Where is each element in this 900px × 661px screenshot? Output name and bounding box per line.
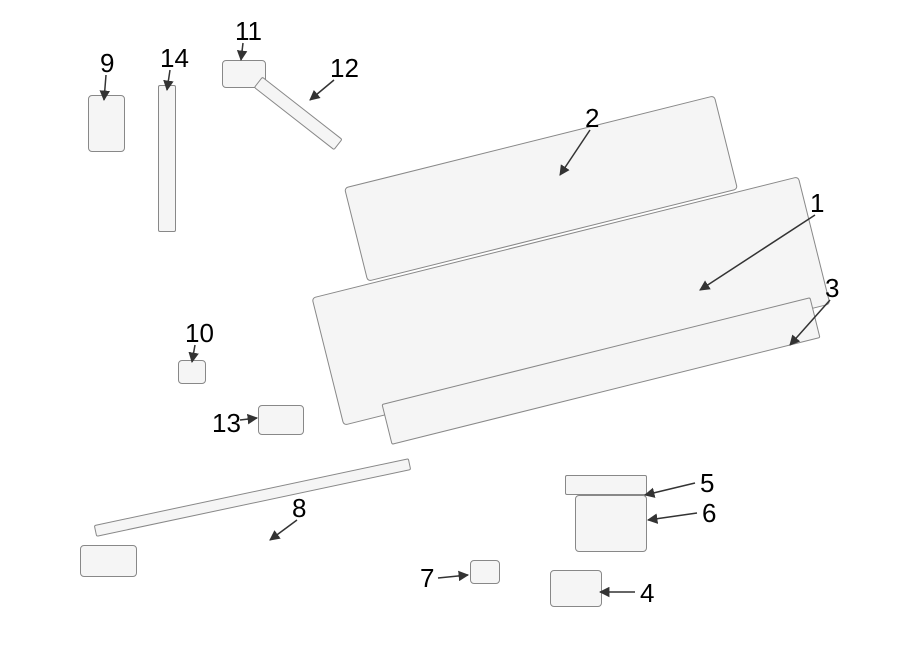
- callout-4: 4: [640, 580, 654, 606]
- callout-6: 6: [702, 500, 716, 526]
- callout-2: 2: [585, 105, 599, 131]
- callout-10: 10: [185, 320, 214, 346]
- callout-11: 11: [235, 18, 262, 44]
- diagram-stage: 1 2 3 4 5 6 7 8 9 10 11 12 13 14: [0, 0, 900, 661]
- callout-arrows: [0, 0, 900, 661]
- callout-8: 8: [292, 495, 306, 521]
- callout-7: 7: [420, 565, 434, 591]
- callout-9: 9: [100, 50, 114, 76]
- callout-3: 3: [825, 275, 839, 301]
- callout-13: 13: [212, 410, 241, 436]
- callout-1: 1: [810, 190, 824, 216]
- callout-14: 14: [160, 45, 189, 71]
- callout-12: 12: [330, 55, 359, 81]
- callout-5: 5: [700, 470, 714, 496]
